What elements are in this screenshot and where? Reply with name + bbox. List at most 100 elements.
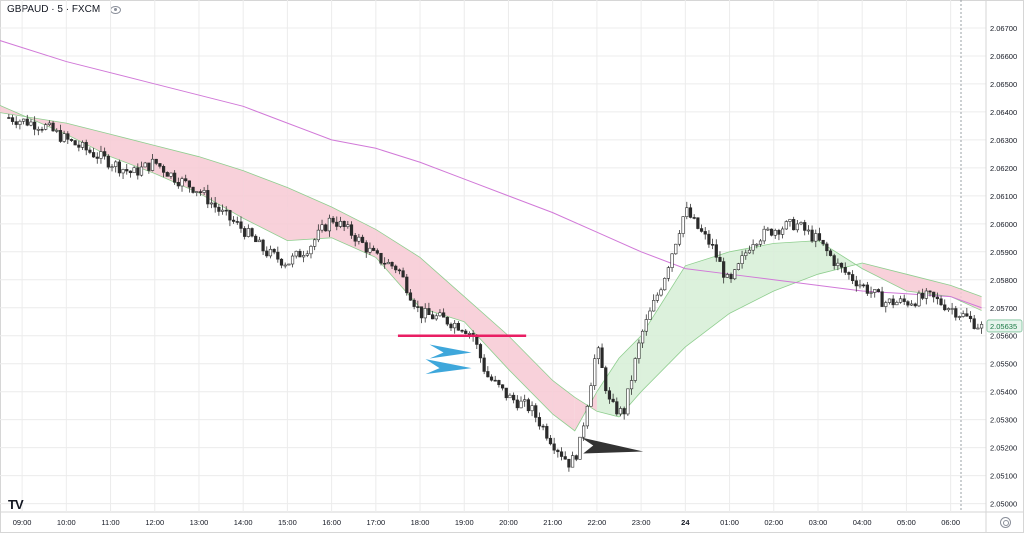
candle-down [699, 228, 704, 232]
candle-down [552, 443, 556, 451]
candle-up [733, 269, 737, 280]
candle-down [73, 140, 77, 146]
candle-down [939, 298, 943, 306]
candle-down [839, 262, 844, 268]
candle-up [799, 222, 803, 225]
x-tick-label: 05:00 [897, 518, 916, 527]
candle-down [851, 274, 855, 282]
candle-down [58, 130, 63, 142]
candle-down [298, 250, 302, 258]
candle-up [110, 166, 114, 168]
candle-up [788, 219, 792, 222]
candle-up [957, 316, 962, 318]
candle-down [335, 221, 339, 227]
candle-down [235, 221, 239, 223]
candle-down [500, 384, 505, 389]
candle-down [161, 166, 166, 173]
gear-icon[interactable] [1000, 517, 1011, 528]
candle-up [139, 166, 144, 176]
candle-down [913, 303, 917, 307]
candle-up [368, 247, 372, 253]
x-tick-label: 06:00 [941, 518, 960, 527]
candle-up [633, 358, 637, 381]
candle-up [795, 223, 799, 231]
candle-down [559, 451, 564, 457]
x-tick-label: 19:00 [455, 518, 474, 527]
x-tick-label: 20:00 [499, 518, 518, 527]
candle-up [858, 284, 862, 287]
price-label-box [986, 319, 1023, 333]
ribbon-segment [198, 156, 244, 219]
candle-up [585, 405, 589, 427]
current-price-label: 2.05635 [990, 322, 1017, 331]
candle-up [670, 253, 674, 268]
candle-down [103, 151, 107, 157]
candle-down [832, 255, 836, 266]
x-tick-label: 04:00 [853, 518, 872, 527]
candle-up [18, 120, 22, 125]
candle-down [390, 262, 394, 267]
candle-down [136, 167, 140, 176]
candle-up [747, 249, 752, 254]
candle-down [604, 367, 608, 392]
ribbon-segment [817, 240, 863, 275]
symbol-title[interactable]: GBPAUD · 5 · FXCM [7, 4, 101, 15]
candle-down [224, 209, 228, 212]
candle-down [769, 228, 774, 236]
candle-up [21, 118, 26, 122]
moving-average-line [0, 40, 982, 309]
candle-down [416, 306, 420, 308]
candle-up [663, 278, 667, 291]
candle-up [589, 385, 593, 407]
candle-up [195, 191, 199, 193]
candle-down [865, 284, 869, 294]
candle-up [979, 324, 984, 329]
candle-up [257, 239, 261, 243]
candle-up [467, 333, 472, 335]
candle-up [740, 255, 744, 264]
candle-up [887, 298, 892, 303]
blue-arrow [425, 359, 472, 375]
candle-down [512, 394, 516, 401]
candle-up [677, 233, 682, 245]
candle-down [360, 236, 365, 243]
candle-down [534, 405, 538, 418]
candle-up [283, 264, 287, 267]
candle-down [375, 250, 379, 254]
candle-down [117, 161, 121, 174]
candle-down [69, 139, 74, 141]
candle-up [519, 400, 523, 409]
candle-up [508, 394, 512, 399]
candle-down [932, 291, 936, 298]
candle-down [33, 121, 37, 130]
candle-up [44, 124, 48, 130]
candle-down [349, 224, 354, 236]
candle-up [246, 228, 250, 237]
y-tick-label: 2.05700 [990, 304, 1017, 313]
candle-down [88, 149, 92, 153]
candle-down [206, 190, 210, 205]
candle-down [128, 170, 133, 174]
candle-down [25, 118, 29, 126]
candle-up [202, 190, 206, 193]
candle-up [453, 322, 457, 329]
candle-down [279, 258, 284, 266]
x-tick-label: 03:00 [809, 518, 828, 527]
candle-up [781, 228, 785, 235]
x-tick-label: 15:00 [278, 518, 297, 527]
ribbon-segment [420, 257, 465, 322]
candle-down [265, 250, 269, 257]
candle-up [648, 310, 652, 320]
candle-down [828, 250, 833, 256]
candle-down [722, 261, 726, 278]
candle-down [497, 380, 501, 386]
candle-up [640, 330, 645, 344]
candle-down [397, 269, 402, 272]
candle-up [758, 240, 763, 245]
candle-up [909, 303, 914, 306]
candle-down [954, 308, 958, 318]
ribbon-segment [862, 262, 907, 291]
candle-down [862, 284, 866, 287]
candle-down [545, 426, 549, 439]
